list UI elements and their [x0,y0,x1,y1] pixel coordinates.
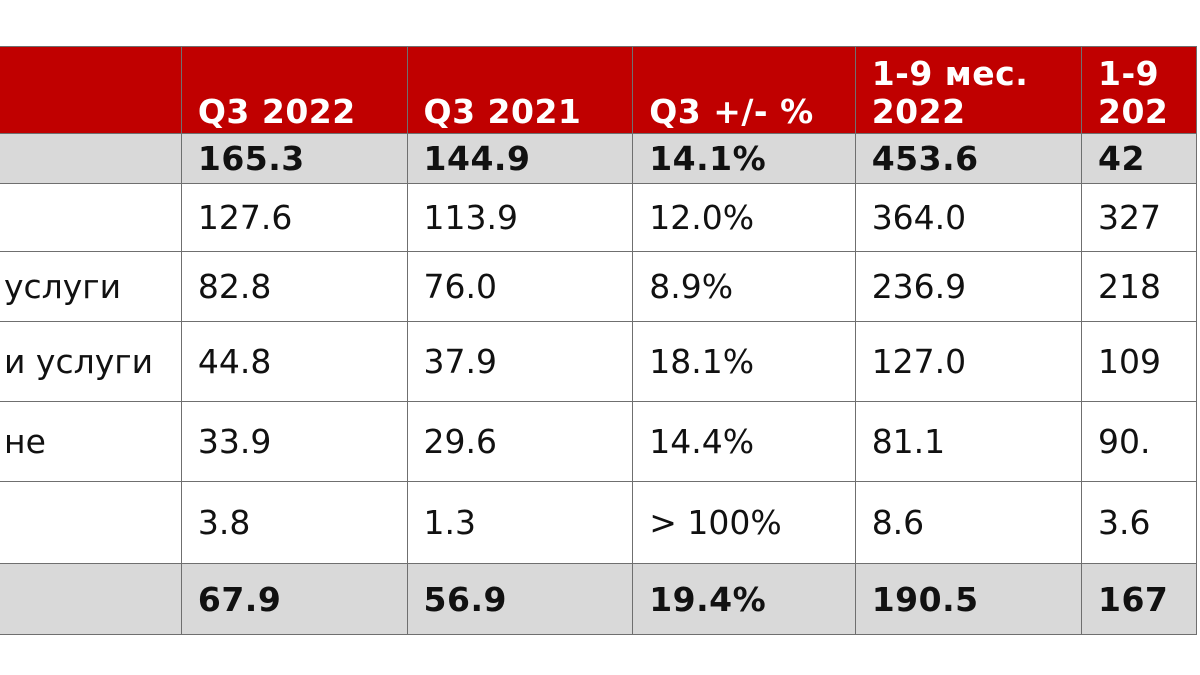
header-q3-2021-text: Q3 2021 [423,92,582,131]
cell-9m-2022: 236.9 [854,251,1083,322]
cell-q3-2021: 29.6 [406,401,634,482]
cell-q3-2022: 33.9 [180,401,408,482]
row-label [0,133,182,184]
table-row: и услуги 44.8 37.9 18.1% 127.0 109 [0,321,1197,402]
cell-9m-2021: 218 [1081,251,1197,322]
row-label: и услуги [0,321,182,402]
cell-q3-2022: 3.8 [180,481,408,564]
table-row: не 33.9 29.6 14.4% 81.1 90. [0,401,1197,482]
table-row: 3.8 1.3 > 100% 8.6 3.6 [0,481,1197,564]
table-header-row: Q3 2022 Q3 2021 Q3 +/- % 1-9 мес. 2022 1… [0,46,1197,134]
cell-9m-2021: 42 [1081,133,1197,184]
header-q3-change-text: Q3 +/- % [649,92,814,131]
header-cell-q3-2021: Q3 2021 [406,46,634,134]
financial-results-table: Q3 2022 Q3 2021 Q3 +/- % 1-9 мес. 2022 1… [0,46,1197,635]
cell-9m-2021: 3.6 [1081,481,1197,564]
cell-q3-2022: 67.9 [180,563,408,635]
cell-9m-2022: 81.1 [854,401,1083,482]
cell-9m-2022: 364.0 [854,183,1083,252]
header-cell-label [0,46,182,134]
cell-q3-change: > 100% [632,481,856,564]
header-cell-q3-change: Q3 +/- % [632,46,856,134]
cell-q3-2021: 56.9 [406,563,634,635]
cell-9m-2022: 453.6 [854,133,1083,184]
cell-9m-2021: 90. [1081,401,1197,482]
cell-9m-2022: 190.5 [854,563,1083,635]
header-9m-2022-line1: 1-9 мес. [871,54,1029,93]
cell-9m-2022: 127.0 [854,321,1083,402]
cell-q3-change: 12.0% [632,183,856,252]
header-9m-2021-line1: 1-9 [1098,54,1160,93]
table-row-total-1: 165.3 144.9 14.1% 453.6 42 [0,133,1197,184]
table-row: услуги 82.8 76.0 8.9% 236.9 218 [0,251,1197,322]
row-label [0,563,182,635]
cell-q3-2022: 82.8 [180,251,408,322]
cell-q3-2021: 113.9 [406,183,634,252]
header-cell-9m-2021: 1-9 202 [1081,46,1197,134]
cell-9m-2022: 8.6 [854,481,1083,564]
header-9m-2022-line2: 2022 [871,92,966,131]
cell-q3-change: 14.1% [632,133,856,184]
cell-q3-change: 8.9% [632,251,856,322]
cell-9m-2021: 327 [1081,183,1197,252]
cell-q3-change: 18.1% [632,321,856,402]
cell-q3-2022: 44.8 [180,321,408,402]
cell-q3-2022: 127.6 [180,183,408,252]
cell-q3-2022: 165.3 [180,133,408,184]
cell-q3-2021: 144.9 [406,133,634,184]
cell-q3-2021: 1.3 [406,481,634,564]
table-row: 127.6 113.9 12.0% 364.0 327 [0,183,1197,252]
row-label [0,481,182,564]
row-label: услуги [0,251,182,322]
row-label: не [0,401,182,482]
row-label [0,183,182,252]
cell-9m-2021: 167 [1081,563,1197,635]
cell-q3-2021: 37.9 [406,321,634,402]
cell-q3-change: 19.4% [632,563,856,635]
cell-q3-change: 14.4% [632,401,856,482]
cell-q3-2021: 76.0 [406,251,634,322]
header-cell-q3-2022: Q3 2022 [180,46,408,134]
table-row-total-2: 67.9 56.9 19.4% 190.5 167 [0,563,1197,635]
header-cell-9m-2022: 1-9 мес. 2022 [854,46,1083,134]
header-q3-2022-text: Q3 2022 [197,92,356,131]
header-9m-2021-line2: 202 [1098,92,1169,131]
cell-9m-2021: 109 [1081,321,1197,402]
